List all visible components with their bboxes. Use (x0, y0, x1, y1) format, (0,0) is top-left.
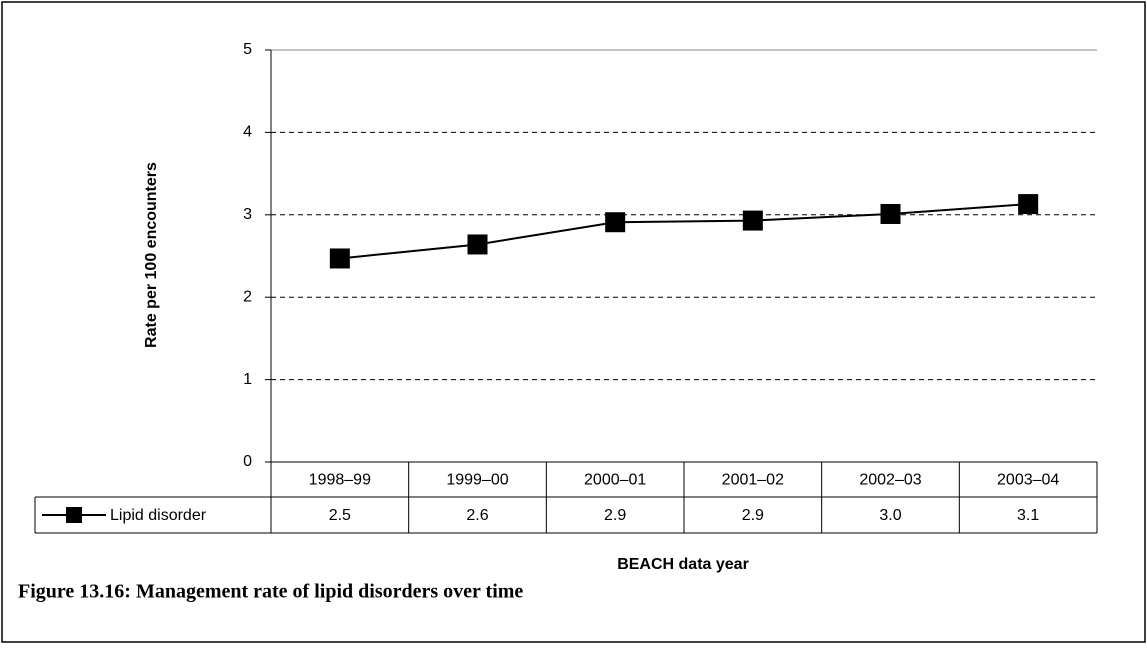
x-tick-label: 1998–99 (309, 472, 371, 489)
marker (1018, 194, 1039, 215)
marker (467, 234, 488, 255)
marker (605, 212, 626, 233)
data-label: 3.1 (1017, 507, 1039, 524)
y-tick-label: 1 (243, 371, 252, 388)
x-tick-label: 2000–01 (584, 472, 646, 489)
legend-label: Lipid disorder (110, 507, 207, 524)
x-tick-label: 2002–03 (859, 472, 921, 489)
data-label: 2.9 (742, 507, 764, 524)
caption: Figure 13.16: Management rate of lipid d… (18, 581, 523, 603)
y-tick-label: 2 (243, 288, 252, 305)
y-tick-label: 4 (243, 124, 252, 141)
line (339, 203, 1029, 260)
data-label: 2.6 (466, 507, 488, 524)
y-tick-label: 3 (243, 206, 252, 223)
x-tick-label: 2001–02 (722, 472, 784, 489)
data-label: 2.9 (604, 507, 626, 524)
data-label: 3.0 (879, 507, 901, 524)
legend-marker (66, 507, 82, 523)
y-axis-label: Rate per 100 encounters (143, 162, 160, 348)
data-label: 2.5 (329, 507, 351, 524)
marker (880, 203, 901, 224)
marker (329, 248, 350, 269)
x-tick-label: 2003–04 (997, 472, 1059, 489)
marker (742, 210, 763, 231)
y-tick-label: 0 (243, 453, 252, 470)
x-tick-label: 1999–00 (446, 472, 508, 489)
x-axis-label: BEACH data year (617, 556, 749, 573)
y-tick-label: 5 (243, 41, 252, 58)
